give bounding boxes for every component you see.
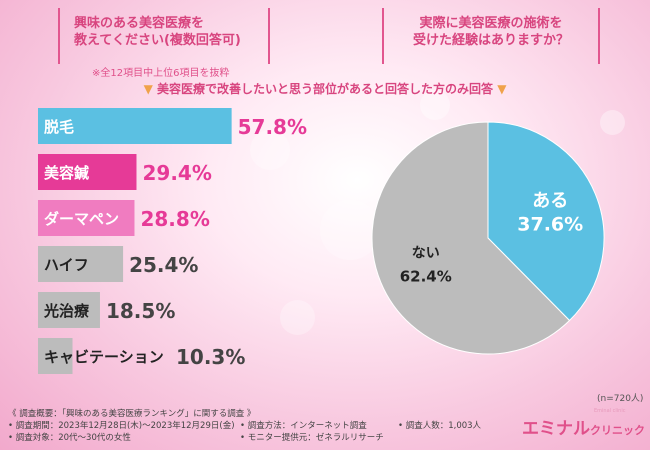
pie-slice-label: ある xyxy=(532,190,568,211)
logo-tiny: Eminal clinic xyxy=(594,408,626,414)
bar-value-label: 57.8% xyxy=(238,115,307,139)
bar-value-label: 28.8% xyxy=(140,207,209,231)
bar-5 xyxy=(38,338,73,374)
question-2-line1: 実際に美容医療の施術を xyxy=(419,16,563,31)
sample-size: (n=720人) xyxy=(597,394,644,404)
survey-method: • 調査方法：インターネット調査 xyxy=(240,421,367,431)
question-1-line1: 興味のある美容医療を xyxy=(74,16,205,31)
respondent-condition-text: 美容医療で改善したいと思う部位があると回答した方のみ回答 xyxy=(156,82,493,96)
respondent-condition-note: ▼ 美容医療で改善したいと思う部位があると回答した方のみ回答 ▼ xyxy=(0,80,650,97)
clinic-logo: エミナルクリニック Eminal clinic xyxy=(522,408,645,439)
question-1-box: 興味のある美容医療を 教えてください(複数回答可) xyxy=(58,8,270,64)
bar-value-label: 29.4% xyxy=(142,161,211,185)
survey-name: 《 調査概要：「興味のある美容医療ランキング」に関する調査 》 xyxy=(8,409,256,419)
triangle-down-icon: ▼ xyxy=(497,82,507,96)
excerpt-note: ※全12項目中上位6項目を抜粋 xyxy=(92,68,230,79)
bar-category-label: 光治療 xyxy=(43,302,90,320)
pie-slice-value: 62.4% xyxy=(400,268,452,286)
bar-3 xyxy=(38,246,124,282)
bar-value-label: 10.3% xyxy=(176,345,245,369)
pie-slice-label: ない xyxy=(412,246,440,262)
question-1-line2: 教えてください(複数回答可) xyxy=(74,33,241,48)
background-sparkle xyxy=(420,90,450,120)
bar-0 xyxy=(38,108,232,144)
background-sparkle xyxy=(250,130,290,170)
bar-category-label: ダーマペン xyxy=(44,210,119,228)
pie-slice-value: 37.6% xyxy=(517,213,583,235)
background-sparkle xyxy=(600,110,625,135)
pie-slice-0 xyxy=(487,121,605,322)
bar-2 xyxy=(38,200,135,236)
bar-category-label: 美容鍼 xyxy=(44,164,89,182)
background-sparkle xyxy=(320,200,380,260)
question-2-box: 実際に美容医療の施術を 受けた経験はありますか？ xyxy=(382,8,600,64)
pie-slice-1 xyxy=(371,121,571,355)
survey-period: • 調査期間：2023年12月28日(木)～2023年12月29日(金) xyxy=(8,421,235,431)
bar-value-label: 25.4% xyxy=(129,253,198,277)
bar-category-label: ハイフ xyxy=(44,256,89,274)
bar-4 xyxy=(38,292,100,328)
logo-sub: クリニック xyxy=(590,424,645,437)
logo-main: エミナル xyxy=(522,419,590,439)
interest-bar-chart: 脱毛 57.8% 美容鍼 29.4% ダーマペン 28.8% ハイフ 25.4% 光治療 18.5… xyxy=(38,108,307,374)
survey-target: • 調査対象：20代～30代の女性 xyxy=(8,433,131,443)
bar-value-label: 18.5% xyxy=(106,299,175,323)
survey-provider: • モニター提供元：ゼネラルリサーチ xyxy=(240,433,384,443)
background-sparkle xyxy=(280,300,315,335)
triangle-down-icon: ▼ xyxy=(143,82,153,96)
bar-category-label: キャビテーション xyxy=(44,348,164,366)
bar-category-label: 脱毛 xyxy=(44,118,74,136)
survey-count: • 調査人数：1,003人 xyxy=(398,421,482,431)
question-2-line2: 受けた経験はありますか？ xyxy=(412,33,569,48)
bar-1 xyxy=(38,154,137,190)
